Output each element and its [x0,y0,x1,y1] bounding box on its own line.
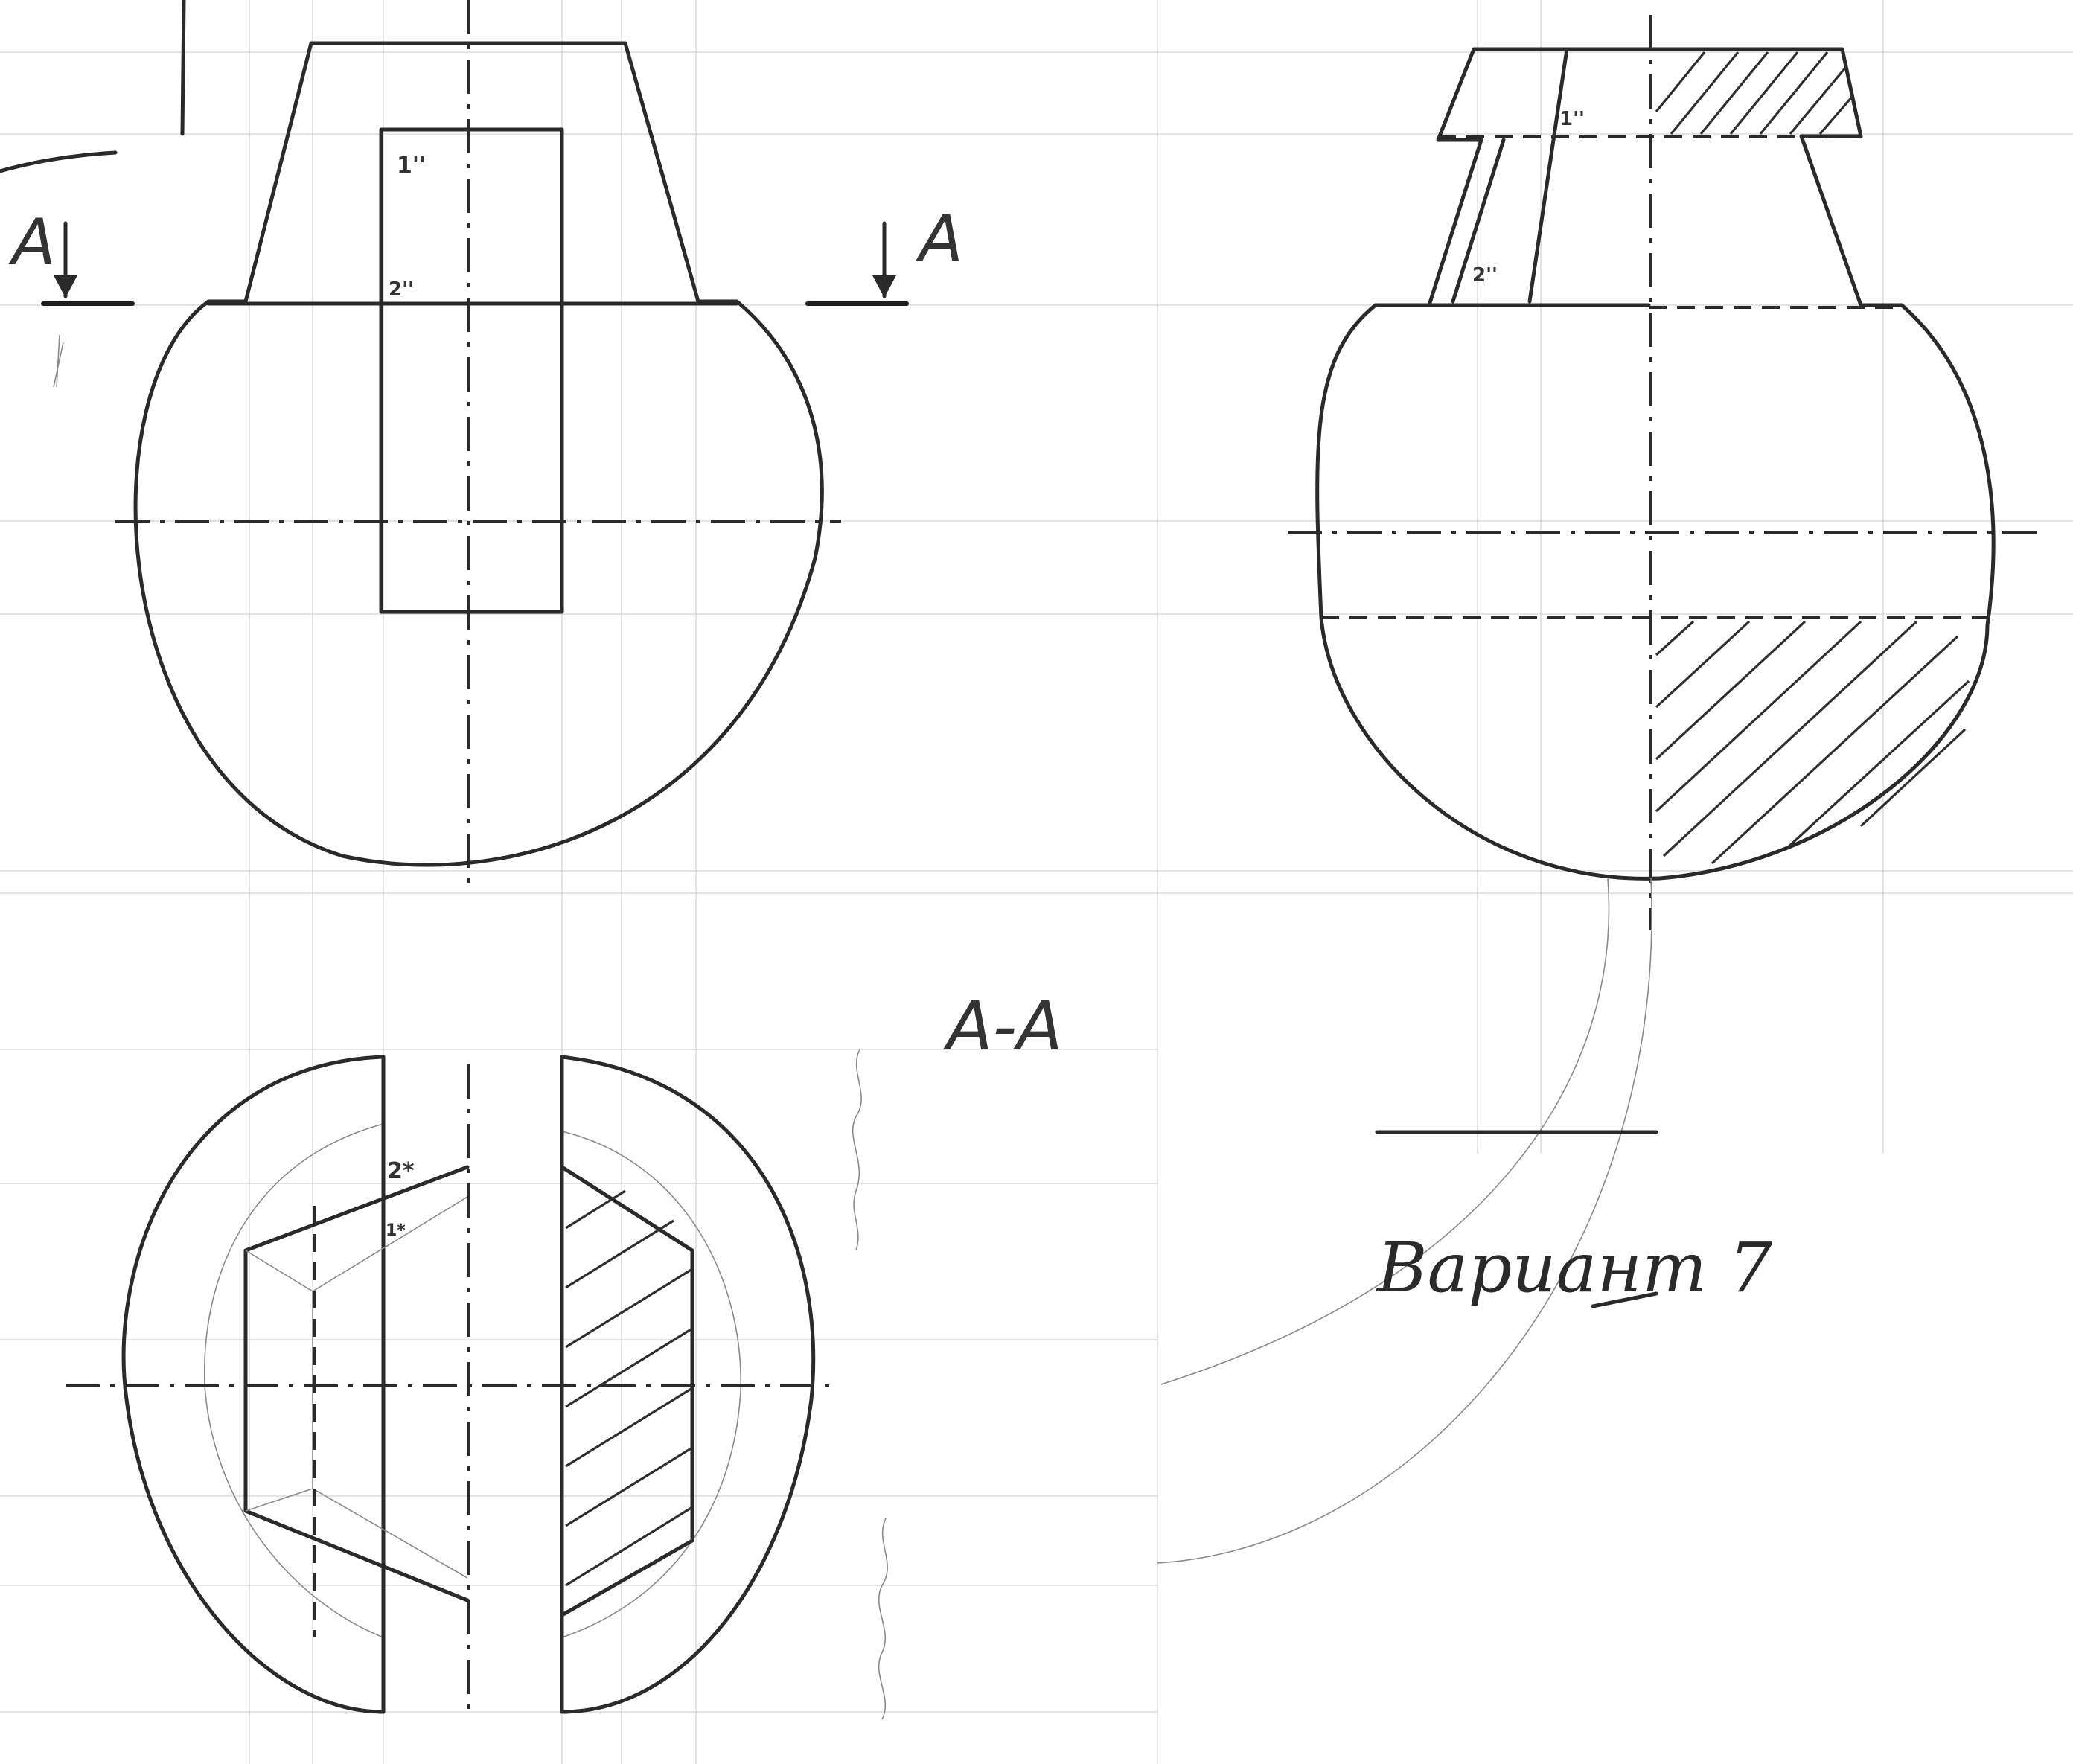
front-view-point-2: 2'' [389,278,414,301]
front-view-sphere-outline [133,299,824,867]
projection-tick-left [53,334,64,388]
projection-arc-large [1157,878,1652,1564]
section-letter-left: A [8,205,56,280]
section-hexagon-left [243,1165,470,1602]
side-view-sphere-outline [1315,303,1996,881]
section-letter-right: A [916,202,963,276]
section-point-1: 1* [386,1221,406,1240]
section-arrow-left-head [54,275,77,298]
front-view-point-1: 1'' [397,153,426,179]
frame-mark-curve [0,150,118,173]
side-view-hatch-bottom [1655,620,1970,865]
section-outer-circle-left [121,1055,386,1714]
title-block-underline [1591,1291,1658,1308]
section-hexagon-right [560,1165,694,1617]
section-inner-circle-right [561,1131,741,1638]
variant-label: Вариант 7 [1376,1228,1773,1308]
break-line-upper [852,1049,862,1251]
front-view-slot [379,127,564,614]
section-arrow-right-head [872,275,896,298]
front-view: 1'' 2'' [115,0,841,893]
side-view-cone-outline [1373,47,1904,307]
side-view: 1'' 2'' [1288,15,2043,930]
frame-mark-vertical [180,0,186,136]
front-view-cone-outline [206,41,739,304]
section-outer-circle-right [560,1055,816,1714]
side-view-point-2: 2'' [1472,264,1498,287]
side-view-slot-wall [1451,47,1569,304]
break-line-lower [878,1518,888,1720]
section-hatch [565,1189,693,1587]
section-point-2: 2* [387,1158,415,1184]
side-view-point-1: 1'' [1559,108,1585,130]
projection-arc-small [1160,878,1610,1385]
section-title: A-A [943,988,1063,1066]
section-view: A-A 2* 1* [66,988,1063,1720]
cutting-plane-marker: A A [8,202,963,388]
title-block: Вариант 7 [1375,1130,1773,1308]
section-inner-circle-left [203,1123,384,1638]
side-view-hatch-top [1655,51,1855,135]
